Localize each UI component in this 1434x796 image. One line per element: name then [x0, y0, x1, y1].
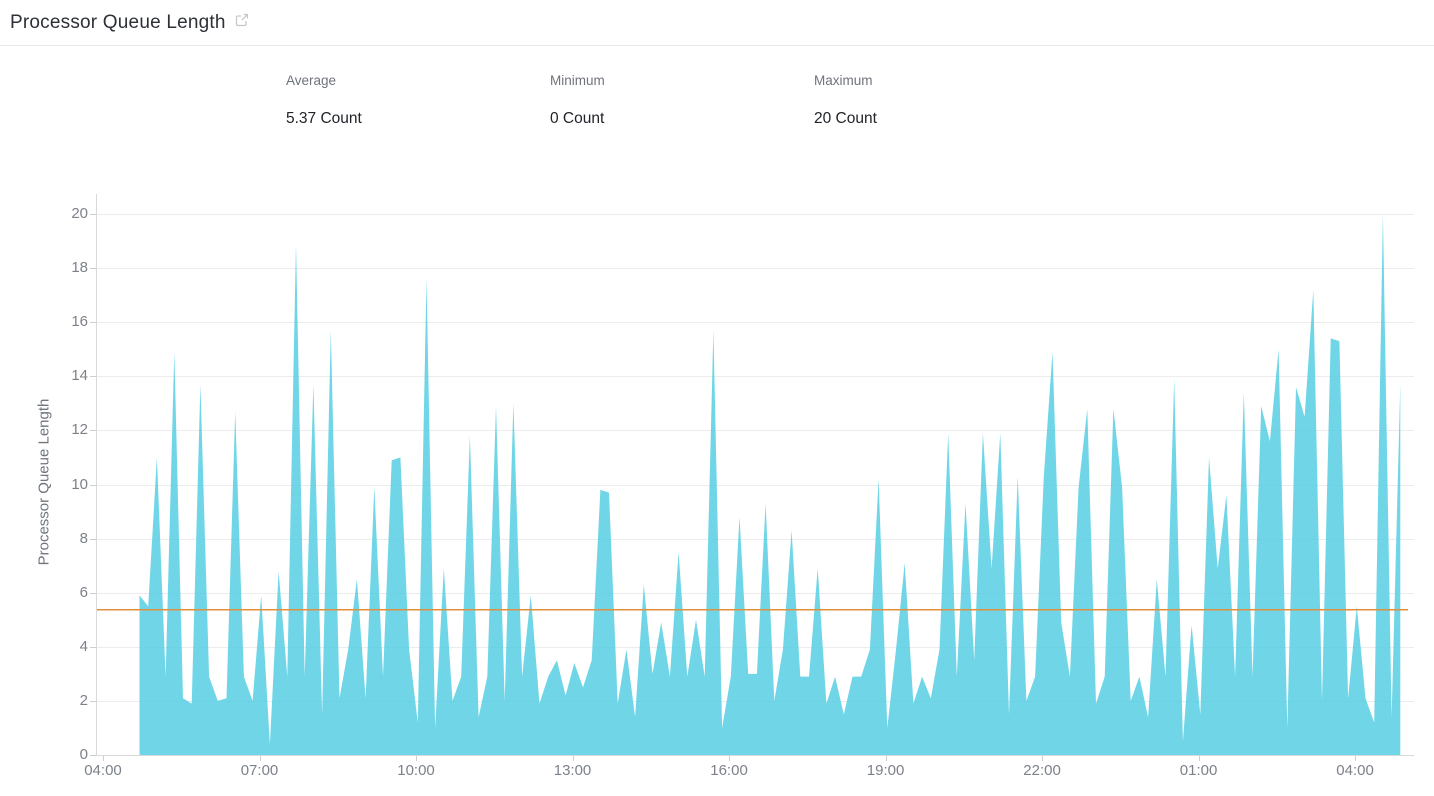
y-tick-label: 12: [71, 421, 88, 439]
x-tick: [572, 756, 574, 761]
x-tick: [729, 756, 731, 761]
gridline: [96, 538, 1414, 540]
gridline: [96, 214, 1414, 215]
x-tick-label: 01:00: [1179, 762, 1218, 779]
x-tick: [1042, 756, 1044, 761]
y-tick: [90, 538, 97, 540]
x-tick: [1198, 756, 1200, 761]
y-tick: [90, 268, 97, 270]
y-tick: [90, 592, 97, 594]
y-tick: [90, 322, 97, 324]
stat-minimum: Minimum 0 Count: [550, 73, 814, 128]
y-tick-label: 18: [71, 259, 88, 277]
stat-maximum-label: Maximum: [814, 73, 873, 88]
x-tick-label: 22:00: [1023, 762, 1061, 779]
stats-row: Average 5.37 Count Minimum 0 Count Maxim…: [286, 73, 1078, 128]
y-tick: [90, 755, 97, 756]
x-tick-label: 19:00: [866, 762, 905, 779]
gridline: [96, 376, 1414, 378]
stat-maximum-value: 20 Count: [814, 110, 877, 127]
external-link-icon[interactable]: [235, 13, 249, 27]
gridline: [96, 268, 1414, 270]
y-tick: [90, 484, 97, 486]
y-tick: [90, 214, 97, 215]
x-tick-label: 13:00: [553, 762, 592, 779]
gridline: [96, 592, 1414, 594]
y-tick-label: 8: [79, 529, 88, 547]
gridline: [96, 484, 1414, 486]
y-tick-label: 16: [71, 313, 88, 331]
page-title: Processor Queue Length: [10, 11, 226, 33]
y-tick-label: 6: [79, 583, 88, 601]
stat-average-label: Average: [286, 73, 337, 88]
x-tick-label: 16:00: [710, 762, 748, 779]
y-axis-line: [96, 194, 97, 756]
stat-minimum-value: 0 Count: [550, 110, 605, 127]
x-tick-label: 04:00: [1336, 762, 1374, 779]
chart-header: Processor Queue Length: [0, 0, 1434, 46]
y-tick: [90, 430, 97, 432]
x-tick-label: 04:00: [84, 762, 122, 779]
gridline: [96, 322, 1414, 324]
x-tick: [416, 756, 418, 761]
gridline: [96, 430, 1414, 432]
gridline: [96, 646, 1414, 648]
y-tick-label: 10: [71, 475, 88, 493]
x-tick: [1355, 756, 1357, 761]
y-tick: [90, 376, 97, 378]
x-tick: [103, 756, 104, 761]
x-axis-line: [96, 755, 1414, 756]
x-tick: [259, 756, 261, 761]
y-tick-label: 2: [79, 691, 88, 709]
plot-canvas: [97, 214, 1408, 755]
y-tick: [90, 646, 97, 648]
x-tick-label: 10:00: [397, 762, 435, 779]
stat-maximum: Maximum 20 Count: [814, 73, 1078, 128]
x-tick: [885, 756, 887, 761]
area-series: [139, 214, 1401, 755]
y-tick-label: 4: [79, 637, 88, 655]
stat-average-value: 5.37 Count: [286, 110, 362, 127]
stat-minimum-label: Minimum: [550, 73, 605, 88]
y-tick: [90, 700, 97, 702]
x-tick-label: 07:00: [240, 762, 279, 779]
stat-average: Average 5.37 Count: [286, 73, 550, 128]
y-tick-label: 14: [71, 367, 88, 385]
processor-queue-length-chart: Processor Queue Length 0 2 4 6 8 10 12 14 16 18 20…: [0, 185, 1434, 796]
y-tick-label: 0: [79, 746, 88, 763]
y-tick-label: 20: [71, 205, 88, 222]
